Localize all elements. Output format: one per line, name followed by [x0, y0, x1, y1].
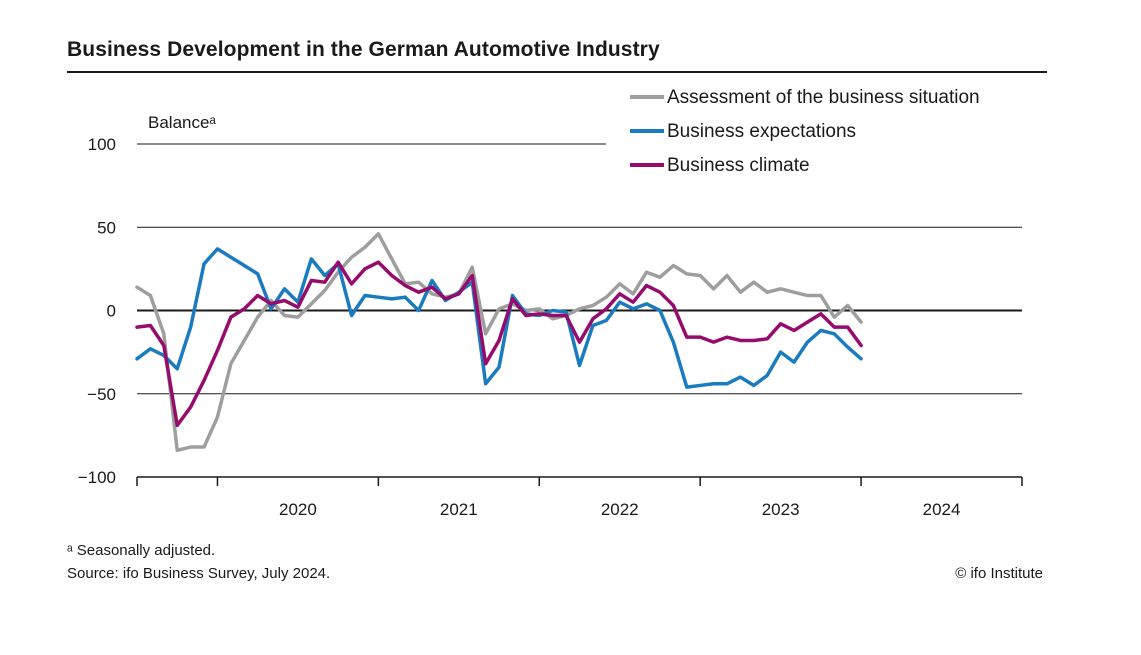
x-tick-label: 2020	[279, 500, 317, 519]
footnote: ᵃ Seasonally adjusted.	[67, 542, 216, 559]
legend-label: Business climate	[667, 155, 810, 176]
gridlines	[137, 143, 1022, 395]
series-line	[135, 247, 863, 389]
axes: 100 50 0 −50 −100 Balanceᵃ 2020 2021 2022 2023 202…	[78, 113, 1023, 519]
x-tick-label: 2021	[440, 500, 478, 519]
x-tick-label: 2023	[762, 500, 800, 519]
y-tick-label: 100	[88, 135, 116, 154]
y-tick-label: −50	[87, 385, 116, 404]
series-line	[135, 260, 863, 428]
legend: Assessment of the business situation Busi…	[630, 87, 980, 176]
series-line	[135, 232, 863, 453]
y-tick-label: −100	[78, 468, 116, 487]
y-axis-label: Balanceᵃ	[148, 113, 216, 132]
legend-label: Business expectations	[667, 121, 856, 142]
y-tick-label: 0	[107, 302, 116, 321]
series-lines	[135, 232, 863, 453]
x-tick-label: 2022	[601, 500, 639, 519]
legend-label: Assessment of the business situation	[667, 87, 980, 108]
chart-title: Business Development in the German Autom…	[67, 38, 660, 61]
y-tick-label: 50	[97, 218, 116, 237]
x-tick-label: 2024	[923, 500, 961, 519]
source-note: Source: ifo Business Survey, July 2024.	[67, 565, 331, 582]
copyright: © ifo Institute	[955, 565, 1043, 582]
title-rule	[67, 71, 1047, 73]
